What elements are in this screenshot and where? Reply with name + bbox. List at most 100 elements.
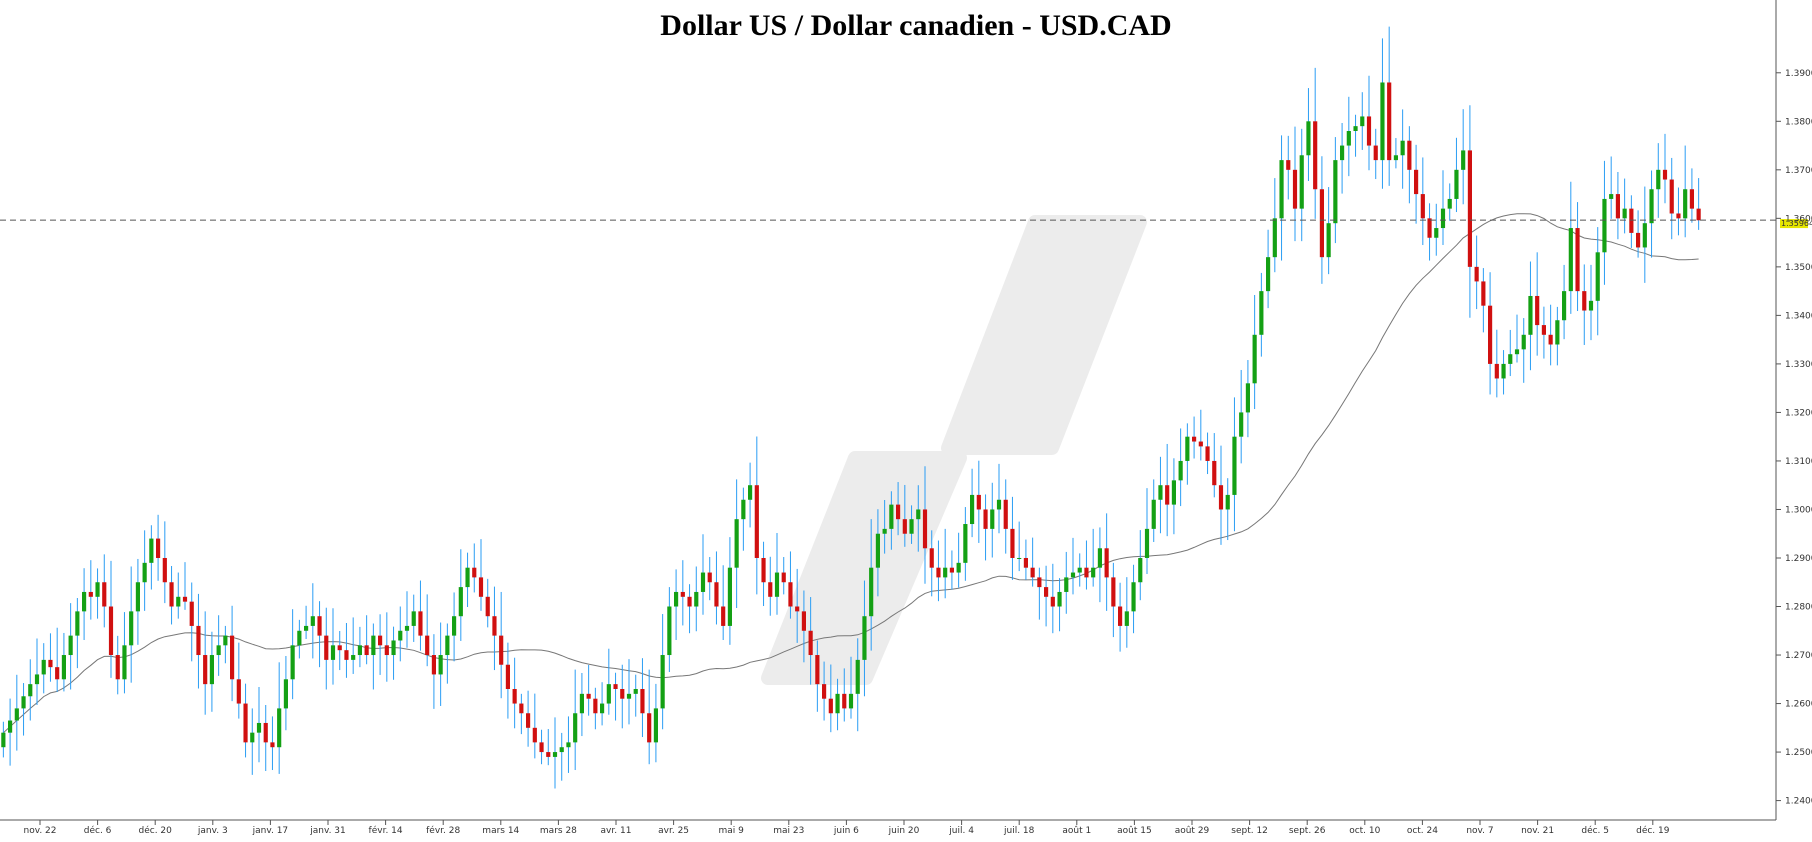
y-tick-label: 1.25000 bbox=[1785, 748, 1812, 758]
candle-body-down bbox=[593, 698, 598, 714]
candle bbox=[882, 500, 887, 554]
candle-body-up bbox=[1279, 160, 1284, 219]
y-tick-label: 1.34000 bbox=[1785, 311, 1812, 321]
candle bbox=[1, 721, 6, 758]
candle bbox=[149, 525, 154, 590]
candle bbox=[102, 554, 107, 628]
x-tick-label: févr. 14 bbox=[369, 825, 403, 836]
candle bbox=[1077, 553, 1082, 587]
candle bbox=[1427, 203, 1432, 261]
candle bbox=[1225, 478, 1230, 541]
candle bbox=[869, 519, 874, 651]
candle bbox=[142, 530, 147, 611]
candle-body-up bbox=[862, 616, 867, 660]
candle bbox=[1185, 423, 1190, 485]
candle bbox=[438, 622, 443, 706]
candle bbox=[250, 708, 255, 775]
candle-body-up bbox=[1138, 557, 1143, 583]
candle bbox=[653, 683, 658, 763]
candle bbox=[1582, 264, 1587, 345]
candle-body-down bbox=[1669, 179, 1674, 214]
candle bbox=[478, 539, 484, 611]
candle-body-up bbox=[633, 688, 638, 694]
candle bbox=[707, 557, 712, 601]
candle bbox=[573, 669, 578, 771]
candle bbox=[82, 568, 87, 640]
candle-body-down bbox=[243, 703, 248, 743]
candle bbox=[519, 693, 524, 735]
candle-body-up bbox=[1393, 155, 1398, 161]
candle-body-down bbox=[687, 596, 692, 607]
candle bbox=[1373, 128, 1378, 180]
candle-body-up bbox=[1097, 548, 1102, 568]
candle bbox=[216, 615, 221, 676]
candle bbox=[1279, 135, 1284, 261]
candle bbox=[774, 533, 780, 615]
candle bbox=[579, 672, 584, 737]
candle-body-up bbox=[1017, 557, 1022, 559]
candle-body-up bbox=[304, 625, 309, 631]
candle-body-up bbox=[1508, 354, 1513, 364]
candle-body-down bbox=[492, 616, 497, 636]
candle-body-down bbox=[822, 684, 827, 699]
candle-body-down bbox=[1118, 606, 1123, 626]
candle-body-up bbox=[223, 635, 228, 646]
candle-body-up bbox=[1528, 295, 1533, 335]
candle bbox=[61, 632, 66, 692]
candle-body-up bbox=[573, 713, 578, 743]
candle-body-down bbox=[102, 582, 107, 607]
y-tick-label: 1.27000 bbox=[1785, 651, 1812, 661]
candle bbox=[122, 612, 127, 694]
candle-body-up bbox=[1555, 320, 1560, 345]
candle-body-up bbox=[700, 572, 706, 592]
candle bbox=[378, 614, 383, 675]
candle bbox=[277, 662, 282, 774]
candle bbox=[1252, 295, 1257, 410]
candle-body-down bbox=[768, 582, 773, 597]
candle bbox=[1387, 26, 1392, 186]
candle-body-up bbox=[1642, 223, 1647, 248]
candle bbox=[1568, 181, 1573, 314]
candle bbox=[1575, 202, 1580, 312]
candle bbox=[1501, 350, 1506, 395]
candle bbox=[176, 572, 181, 619]
y-tick-label: 1.32000 bbox=[1785, 408, 1812, 418]
candle bbox=[916, 485, 921, 552]
candle bbox=[1023, 539, 1028, 580]
candle-body-up bbox=[653, 708, 658, 743]
candle bbox=[108, 560, 114, 678]
candle-body-down bbox=[1494, 363, 1499, 379]
candle-body-up bbox=[1131, 582, 1136, 612]
candle bbox=[1104, 513, 1109, 611]
candle bbox=[344, 623, 349, 678]
candle-body-down bbox=[1414, 169, 1419, 195]
candle bbox=[963, 507, 968, 581]
candle-body-up bbox=[1158, 485, 1163, 500]
y-ticks: 1.24000 1.25000 1.26000 1.27000 1.28000 1.290… bbox=[1776, 69, 1812, 807]
candle bbox=[1360, 92, 1365, 150]
candle bbox=[1044, 565, 1049, 627]
candle-body-down bbox=[721, 606, 726, 626]
candle bbox=[95, 568, 100, 619]
x-tick-label: août 29 bbox=[1175, 826, 1210, 836]
candle bbox=[640, 658, 645, 738]
x-tick-label: avr. 11 bbox=[601, 826, 632, 836]
candle bbox=[14, 674, 19, 751]
candle bbox=[1097, 527, 1102, 603]
candle bbox=[660, 614, 665, 730]
candle-body-up bbox=[916, 509, 921, 520]
candle-body-up bbox=[626, 693, 632, 699]
candle bbox=[283, 656, 288, 731]
candle bbox=[472, 543, 477, 593]
candle-body-down bbox=[512, 688, 517, 704]
candle-body-up bbox=[310, 616, 315, 626]
candle bbox=[1434, 203, 1439, 256]
candle-body-up bbox=[674, 591, 679, 607]
x-tick-label: janv. 3 bbox=[197, 826, 228, 836]
x-tick-label: juin 20 bbox=[888, 826, 920, 836]
candle bbox=[647, 669, 652, 765]
candle-body-down bbox=[1165, 485, 1170, 505]
candle-body-up bbox=[1380, 82, 1385, 161]
candle-body-up bbox=[14, 708, 19, 721]
candle-body-up bbox=[250, 732, 255, 743]
